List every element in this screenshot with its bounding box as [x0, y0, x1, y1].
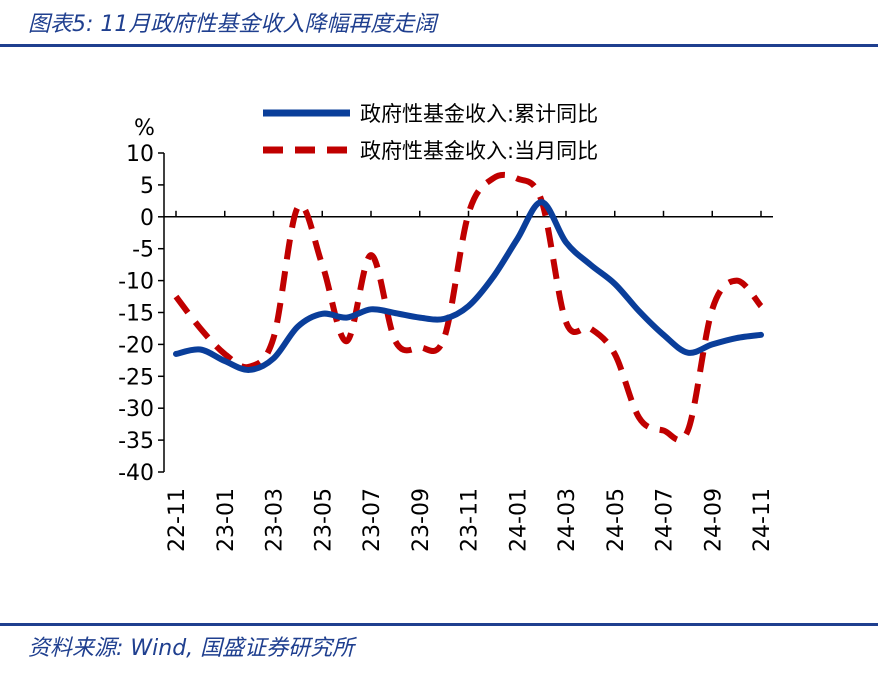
source-divider	[0, 623, 878, 626]
x-tick-label: 24-01	[506, 488, 531, 552]
y-axis: 10 5 0 -5 -10 -15 -20 -25 -30 -35 -40	[118, 142, 165, 486]
x-tick-label: 22-11	[165, 488, 190, 552]
y-tick-label: -35	[118, 429, 154, 454]
x-tick-label: 23-09	[409, 488, 434, 552]
x-tick-label: 24-05	[604, 488, 629, 552]
series-group	[173, 171, 764, 443]
figure-title: 图表5: 11月政府性基金收入降幅再度走阔	[28, 12, 437, 37]
y-tick-label: -10	[118, 270, 154, 295]
y-tick-label: 10	[126, 142, 154, 167]
legend-label-cumulative: 政府性基金收入:累计同比	[360, 102, 598, 126]
title-divider	[0, 44, 878, 47]
chart-legend: 政府性基金收入:累计同比 政府性基金收入:当月同比	[263, 102, 598, 163]
x-tick-label: 24-03	[555, 488, 580, 552]
x-tick-label: 24-07	[653, 488, 678, 552]
y-tick-label: 5	[140, 174, 154, 199]
y-tick-label: -5	[132, 238, 154, 263]
x-tick-label: 23-05	[311, 488, 336, 552]
y-tick-label: -15	[118, 302, 154, 327]
y-unit-label: %	[134, 116, 155, 141]
figure-source: 资料来源: Wind, 国盛证券研究所	[28, 636, 355, 661]
x-tick-label: 23-03	[263, 488, 288, 552]
y-tick-label: -30	[118, 397, 154, 422]
y-tick-label: -25	[118, 365, 154, 390]
series-line-cumulative	[173, 199, 764, 373]
x-tick-label: 24-09	[701, 488, 726, 552]
x-tick-label: 23-01	[214, 488, 239, 552]
y-tick-label: 0	[140, 206, 154, 231]
series-line-monthly	[173, 171, 764, 443]
legend-label-monthly: 政府性基金收入:当月同比	[360, 139, 598, 163]
y-tick-label: -20	[118, 333, 154, 358]
x-tick-label: 24-11	[750, 488, 775, 552]
y-tick-label: -40	[118, 461, 154, 486]
x-tick-label: 23-07	[360, 488, 385, 552]
x-axis: 22-11 23-01 23-03 23-05 23-07 23-09 23-11 24-01…	[164, 210, 775, 552]
x-tick-label: 23-11	[458, 488, 483, 552]
